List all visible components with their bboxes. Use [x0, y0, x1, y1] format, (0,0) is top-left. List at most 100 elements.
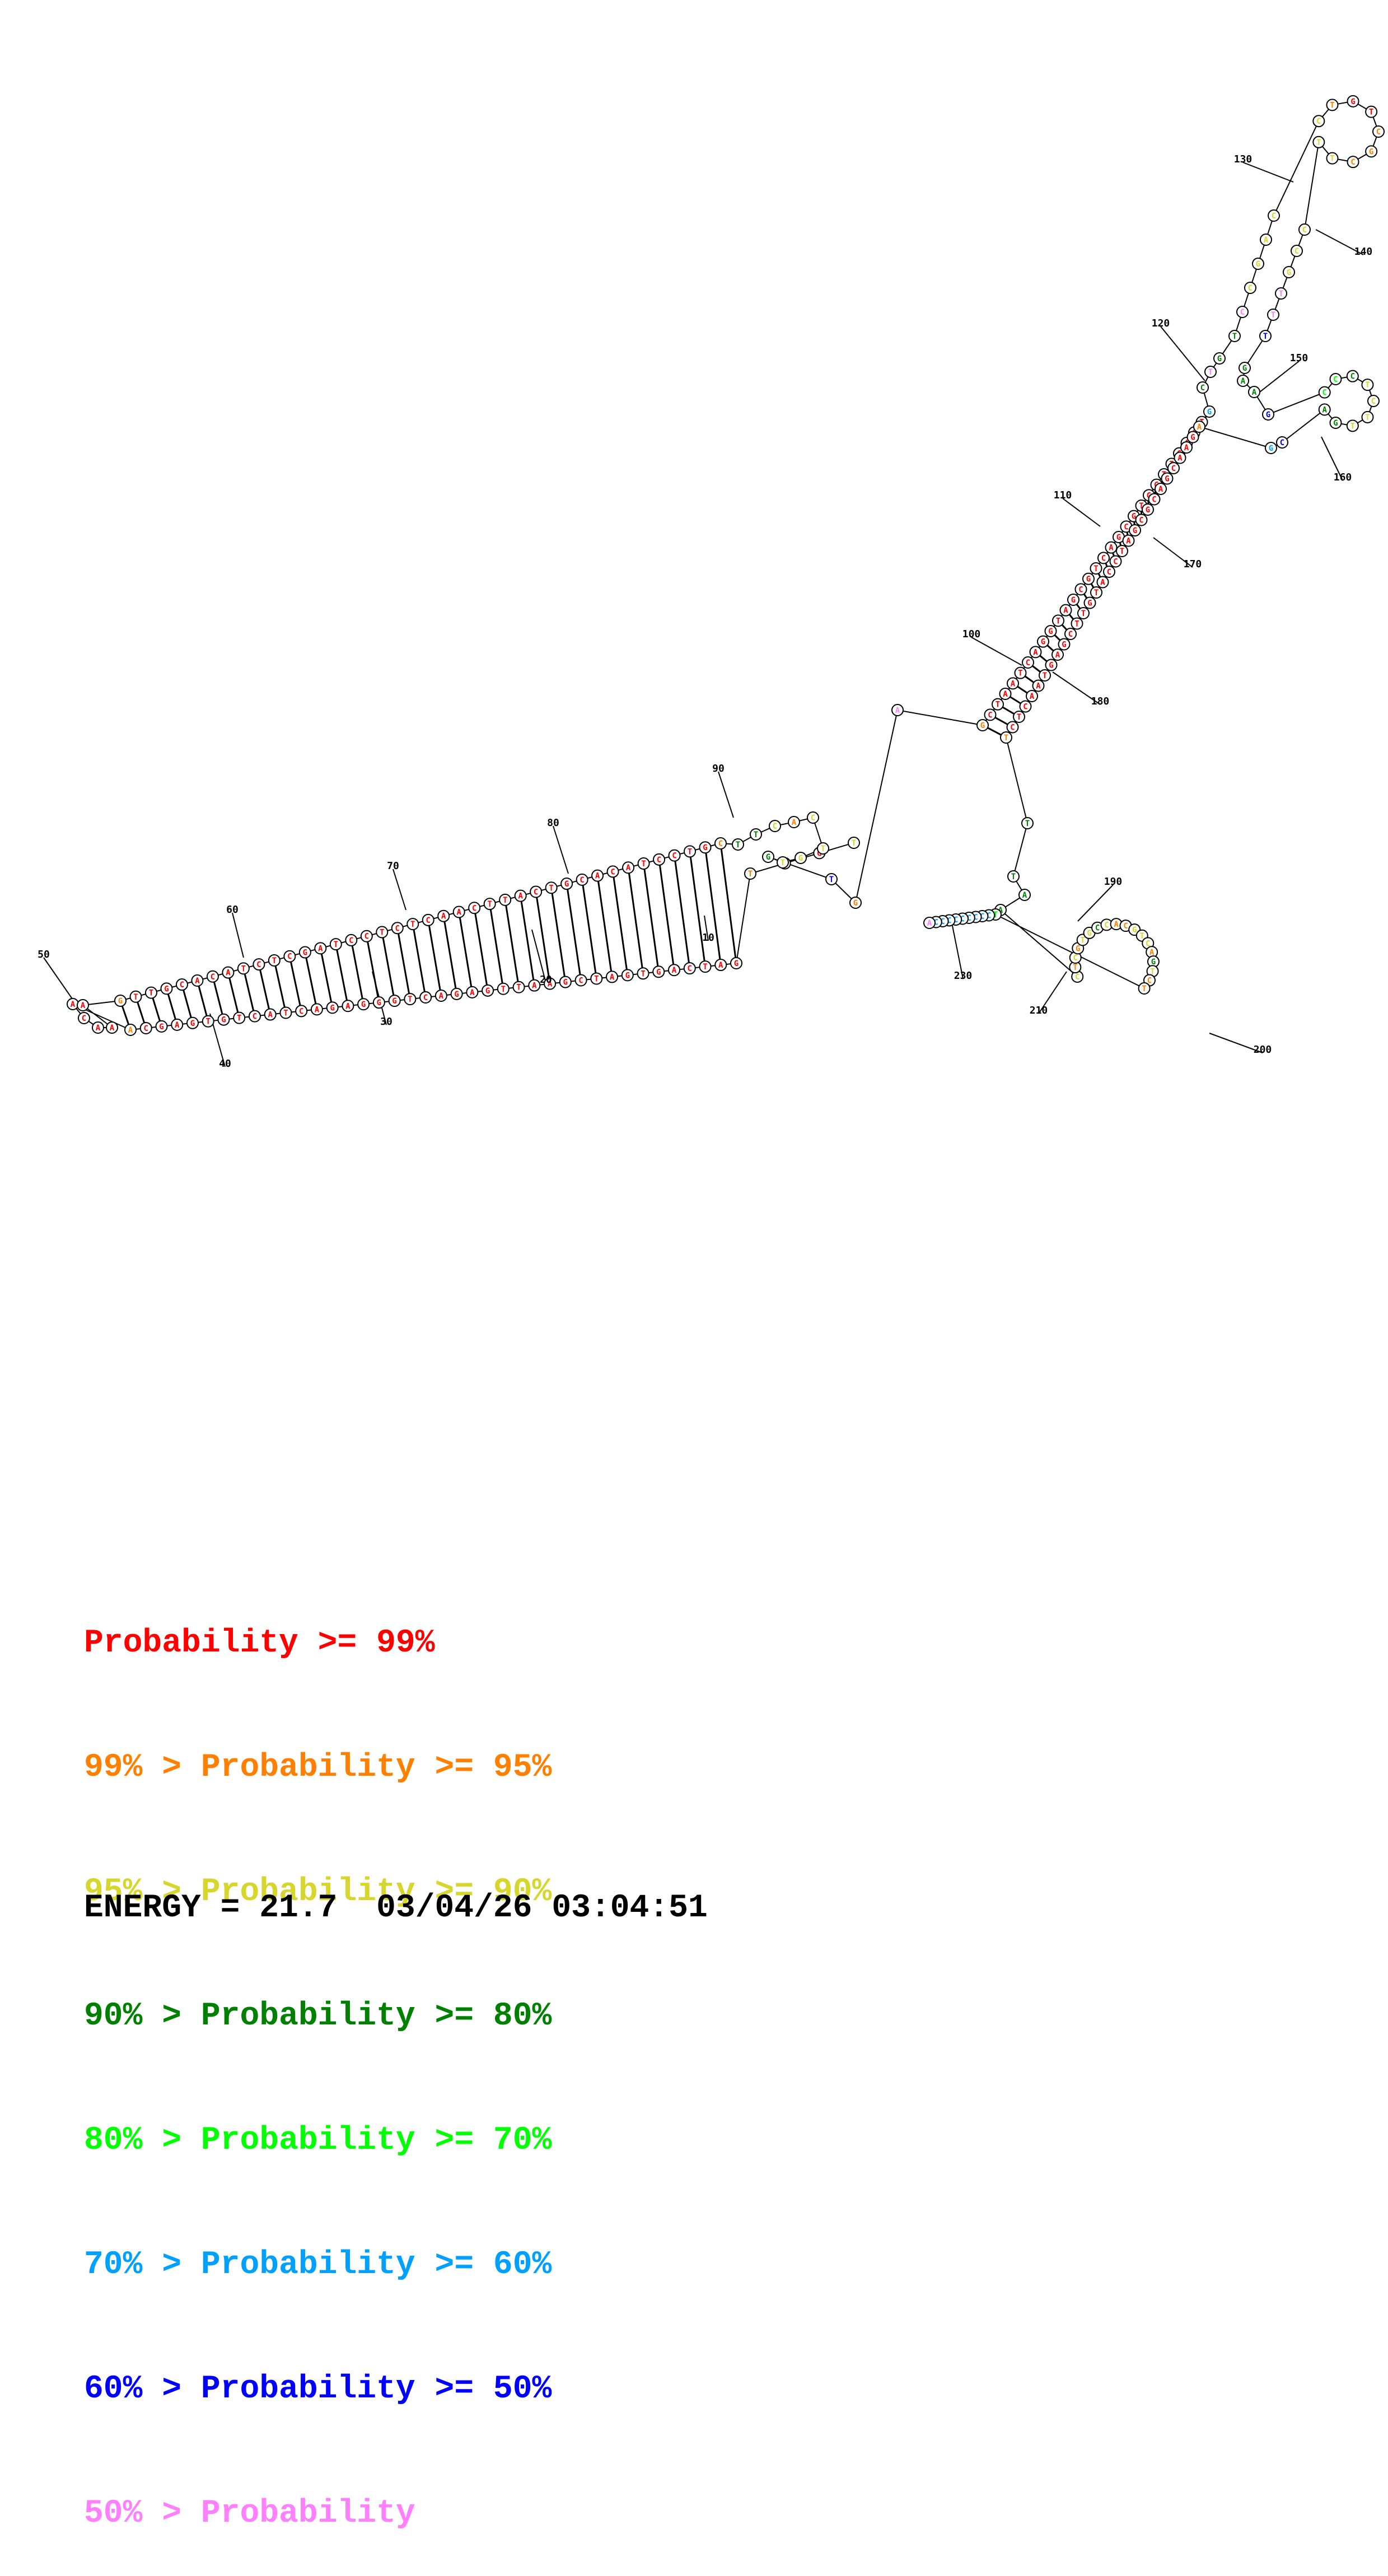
legend-prefix: 60% > [84, 2371, 201, 2407]
svg-text:T: T [1271, 311, 1275, 320]
svg-text:T: T [410, 920, 415, 929]
nucleotide: C [653, 853, 666, 866]
energy-footer: ENERGY = 21.7 03/04/26 03:04:51 [84, 1890, 708, 1926]
legend-row: 90% > Probability >= 80% [84, 1996, 552, 2037]
svg-text:T: T [516, 983, 521, 992]
position-label: 40 [219, 1058, 231, 1070]
svg-text:C: C [579, 876, 584, 885]
nucleotide: T [637, 967, 649, 980]
svg-text:C: C [1280, 438, 1284, 447]
nucleotide: A [544, 977, 557, 990]
svg-text:C: C [1371, 397, 1376, 406]
svg-text:T: T [1081, 609, 1086, 618]
svg-text:A: A [1177, 454, 1183, 463]
nucleotide: A [106, 1021, 118, 1034]
svg-text:T: T [852, 839, 856, 848]
svg-text:T: T [1150, 967, 1155, 976]
nucleotide: A [1096, 576, 1109, 589]
svg-text:C: C [718, 839, 723, 848]
svg-text:T: T [1017, 713, 1021, 722]
svg-text:A: A [128, 1026, 133, 1035]
svg-text:A: A [81, 1001, 86, 1010]
svg-text:C: C [1376, 128, 1381, 137]
nucleotide: G [1045, 659, 1058, 671]
legend-row: 99% > Probability >= 95% [84, 1747, 552, 1789]
nucleotide: C [714, 837, 727, 850]
svg-text:A: A [1030, 692, 1035, 701]
position-label: 60 [226, 904, 239, 916]
svg-text:T: T [1316, 138, 1321, 147]
nucleotide: G [1262, 408, 1274, 421]
svg-text:G: G [1076, 944, 1080, 953]
svg-text:T: T [272, 956, 277, 965]
nucleotide: C [1298, 223, 1311, 236]
svg-text:C: C [1139, 516, 1143, 525]
nucleotide: A [1193, 421, 1205, 433]
nucleotide: C [1103, 566, 1115, 578]
svg-text:T: T [1279, 290, 1283, 298]
svg-text:T: T [380, 928, 384, 937]
nucleotide: G [1203, 405, 1216, 418]
svg-text:C: C [1240, 308, 1245, 317]
nucleotide: G [155, 1020, 168, 1033]
nucleotide: C [1022, 656, 1034, 669]
svg-text:G: G [159, 1023, 163, 1032]
nucleotide: A [591, 869, 604, 882]
base-pair-bonds [119, 411, 1211, 1030]
svg-text:G: G [798, 854, 803, 863]
nucleotide: C [206, 970, 219, 983]
legend-prefix: 70% > [84, 2247, 201, 2283]
svg-text:T: T [1080, 936, 1085, 945]
svg-text:A: A [927, 919, 932, 928]
svg-text:T: T [549, 884, 553, 893]
svg-text:A: A [96, 1024, 101, 1033]
svg-text:A: A [175, 1021, 180, 1030]
nucleotide: A [222, 966, 235, 979]
svg-text:T: T [487, 900, 492, 909]
svg-text:C: C [364, 932, 369, 941]
legend-row: 80% > Probability >= 70% [84, 2120, 552, 2162]
svg-text:G: G [1190, 433, 1195, 442]
nucleotide: G [186, 1016, 199, 1029]
nucleotide: C [139, 1021, 152, 1034]
nucleotide: T [545, 881, 558, 894]
svg-text:C: C [1147, 977, 1152, 986]
nucleotide: T [1204, 366, 1217, 378]
svg-text:A: A [718, 961, 723, 970]
nucleotide: C [1346, 370, 1359, 382]
nucleotide: A [1059, 604, 1072, 617]
nucleotide: T [817, 842, 829, 855]
svg-text:C: C [1322, 389, 1326, 398]
nucleotide: A [452, 906, 465, 918]
legend-prefix: 90% > [84, 1998, 201, 2034]
svg-text:A: A [1184, 444, 1189, 452]
svg-text:G: G [454, 990, 459, 999]
svg-text:A: A [595, 872, 600, 881]
nucleotide: T [1007, 870, 1020, 883]
svg-text:G: G [1269, 444, 1273, 453]
svg-text:C: C [1146, 939, 1150, 948]
position-label: 30 [380, 1016, 392, 1028]
svg-text:T: T [205, 1018, 210, 1026]
svg-text:G: G [564, 880, 569, 889]
svg-text:T: T [1330, 155, 1334, 164]
nucleotide: C [1109, 555, 1122, 568]
svg-text:T: T [1369, 108, 1373, 117]
nucleotide: C [1347, 156, 1359, 169]
nucleotide: C [606, 865, 619, 878]
nucleotide: C [345, 934, 358, 946]
svg-text:G: G [1287, 268, 1291, 277]
svg-text:C: C [1124, 522, 1128, 531]
svg-text:C: C [1171, 464, 1176, 473]
nucleotide: A [668, 964, 681, 977]
nucleotide: T [1138, 982, 1151, 995]
nucleotide: G [1058, 638, 1071, 651]
legend-text: Probability >= 95% [200, 1749, 552, 1786]
svg-text:T: T [821, 844, 825, 853]
nucleotide: T [237, 962, 250, 975]
svg-text:G: G [1132, 926, 1137, 935]
nucleotide: G [699, 841, 712, 854]
svg-text:C: C [1350, 372, 1355, 381]
nucleotide: A [1018, 889, 1031, 901]
svg-text:G: G [1071, 596, 1076, 605]
